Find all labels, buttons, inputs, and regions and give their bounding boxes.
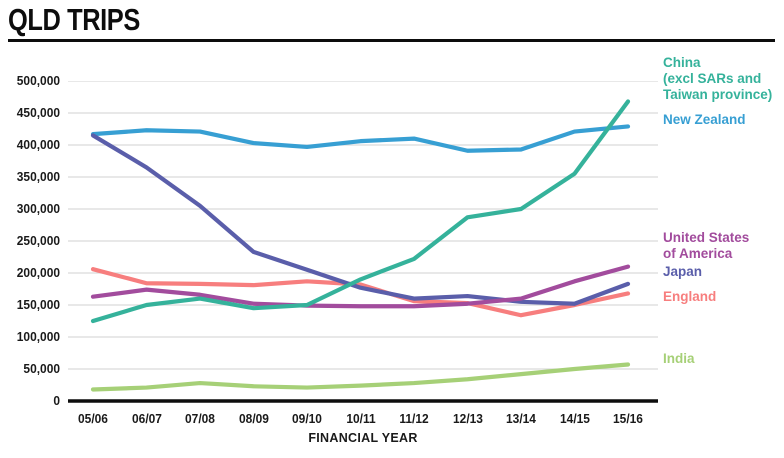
x-axis-title: FINANCIAL YEAR xyxy=(308,431,418,445)
series-line-united-states-of-america xyxy=(90,264,631,309)
x-tick-label: 06/07 xyxy=(131,411,162,426)
x-tick-label: 12/13 xyxy=(452,411,483,426)
y-tick-label: 0 xyxy=(53,393,60,408)
legend-label-india: India xyxy=(663,351,695,366)
x-tick-label: 07/08 xyxy=(185,411,215,426)
y-tick-label: 300,000 xyxy=(16,201,60,216)
legend-label-england: England xyxy=(663,289,717,304)
legend-label-new-zealand: New Zealand xyxy=(663,112,746,127)
legend-label-japan: Japan xyxy=(663,264,703,279)
x-tick-label: 13/14 xyxy=(506,411,536,426)
y-tick-label: 200,000 xyxy=(16,265,60,280)
legend-label-united-states-of-america: United States of America xyxy=(663,230,750,261)
y-tick-label: 350,000 xyxy=(16,169,60,184)
series-line-japan xyxy=(90,133,631,306)
y-tick-label: 250,000 xyxy=(16,233,60,248)
x-tick-label: 14/15 xyxy=(559,411,590,426)
x-tick-label: 05/06 xyxy=(78,411,108,426)
y-tick-label: 50,000 xyxy=(23,361,60,376)
line-chart-plot-area xyxy=(68,81,658,403)
x-tick-label: 09/10 xyxy=(292,411,322,426)
y-tick-label: 500,000 xyxy=(16,73,60,88)
series-line-china-excl-sars-and-taiwan-province xyxy=(90,99,631,324)
page-title: QLD TRIPS xyxy=(8,2,140,37)
series-line-new-zealand xyxy=(90,124,631,153)
legend-label-china-excl-sars-and-taiwan-province: China (excl SARs and Taiwan province) xyxy=(663,55,773,102)
x-tick-label: 10/11 xyxy=(345,411,376,426)
x-tick-label: 15/16 xyxy=(613,411,643,426)
y-tick-label: 150,000 xyxy=(16,297,60,312)
y-tick-label: 400,000 xyxy=(16,137,60,152)
y-tick-label: 450,000 xyxy=(16,105,60,120)
series-line-india xyxy=(90,362,631,392)
x-tick-label: 11/12 xyxy=(399,411,429,426)
y-tick-label: 100,000 xyxy=(16,329,60,344)
x-tick-label: 08/09 xyxy=(238,411,269,426)
title-underline xyxy=(8,39,775,42)
series-line-england xyxy=(90,267,631,318)
